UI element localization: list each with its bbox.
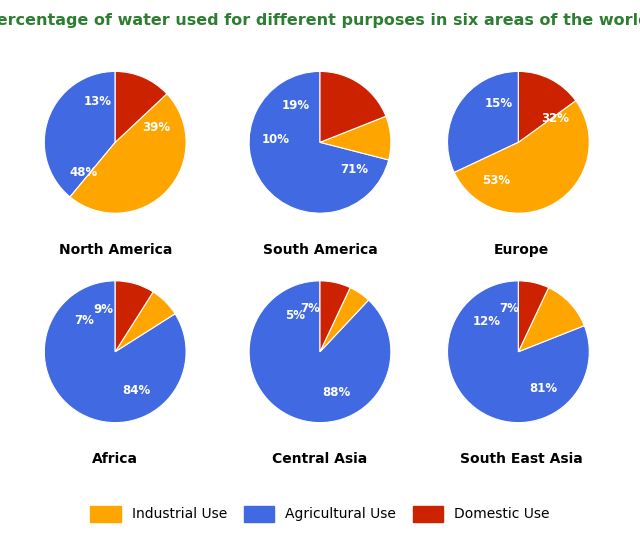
- Wedge shape: [115, 281, 153, 352]
- Text: Europe: Europe: [494, 243, 549, 257]
- Text: 88%: 88%: [322, 386, 350, 399]
- Wedge shape: [447, 281, 589, 423]
- Text: 10%: 10%: [262, 133, 290, 146]
- Wedge shape: [249, 71, 388, 213]
- Text: 32%: 32%: [541, 112, 570, 125]
- Text: Africa: Africa: [92, 452, 138, 466]
- Wedge shape: [249, 281, 391, 423]
- Wedge shape: [44, 281, 186, 423]
- Text: South America: South America: [262, 243, 378, 257]
- Text: 7%: 7%: [499, 302, 519, 315]
- Text: 12%: 12%: [472, 315, 500, 328]
- Wedge shape: [518, 281, 548, 352]
- Wedge shape: [320, 281, 350, 352]
- Text: 5%: 5%: [285, 309, 305, 322]
- Text: Central Asia: Central Asia: [273, 452, 367, 466]
- Wedge shape: [70, 94, 186, 213]
- Wedge shape: [115, 292, 175, 352]
- Text: Percentage of water used for different purposes in six areas of the world.: Percentage of water used for different p…: [0, 13, 640, 28]
- Legend: Industrial Use, Agricultural Use, Domestic Use: Industrial Use, Agricultural Use, Domest…: [84, 500, 556, 527]
- Wedge shape: [115, 71, 167, 142]
- Text: 39%: 39%: [143, 121, 171, 134]
- Text: 7%: 7%: [74, 314, 94, 327]
- Text: 19%: 19%: [281, 99, 309, 112]
- Text: 81%: 81%: [529, 382, 557, 395]
- Text: 48%: 48%: [69, 166, 97, 179]
- Wedge shape: [320, 71, 386, 142]
- Text: 7%: 7%: [300, 302, 321, 315]
- Text: 15%: 15%: [484, 97, 513, 110]
- Text: 53%: 53%: [482, 173, 510, 187]
- Wedge shape: [518, 288, 584, 352]
- Text: 71%: 71%: [340, 163, 369, 176]
- Wedge shape: [454, 100, 589, 213]
- Text: North America: North America: [58, 243, 172, 257]
- Text: 13%: 13%: [84, 96, 112, 108]
- Wedge shape: [44, 71, 115, 197]
- Wedge shape: [320, 116, 391, 160]
- Wedge shape: [518, 71, 576, 142]
- Text: 9%: 9%: [93, 303, 113, 316]
- Wedge shape: [320, 288, 369, 352]
- Wedge shape: [447, 71, 518, 172]
- Text: South East Asia: South East Asia: [460, 452, 583, 466]
- Text: 84%: 84%: [122, 384, 150, 397]
